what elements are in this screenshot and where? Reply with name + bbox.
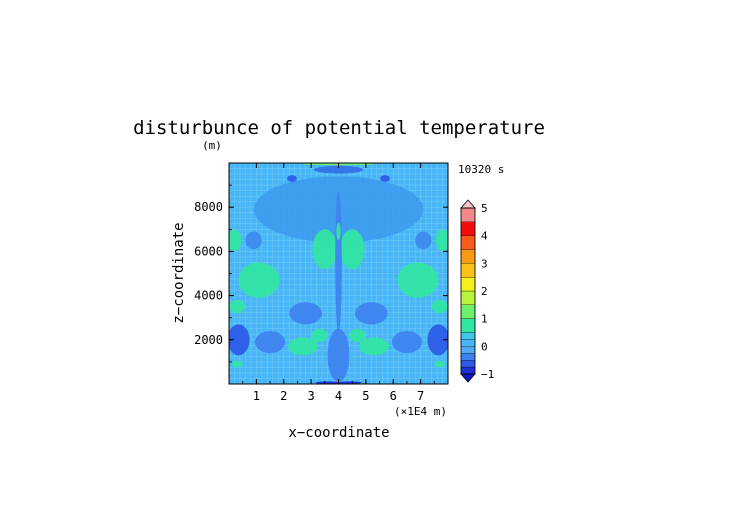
contour-region bbox=[427, 324, 448, 356]
colorbar-tick-label: 5 bbox=[481, 202, 488, 215]
contour-region bbox=[287, 337, 318, 356]
colorbar-under-triangle bbox=[460, 373, 476, 383]
contour-region bbox=[337, 381, 362, 384]
colorbar-level bbox=[460, 353, 476, 361]
colorbar-level bbox=[460, 221, 476, 236]
y-axis-label: z−coordinate bbox=[171, 222, 187, 323]
colorbar-level bbox=[460, 263, 476, 278]
contour-region bbox=[431, 300, 448, 314]
colorbar-tick-label: 2 bbox=[481, 285, 488, 298]
colorbar-tick-label: 0 bbox=[481, 340, 488, 353]
colorbar-level bbox=[460, 360, 476, 368]
plot-area bbox=[228, 162, 449, 385]
y-tick-label: 8000 bbox=[194, 200, 223, 214]
colorbar-level bbox=[460, 249, 476, 264]
chart-title: disturbunce of potential temperature bbox=[133, 117, 545, 139]
contour-region bbox=[231, 360, 243, 368]
x-axis-ticks: 1 2 3 4 5 6 7 bbox=[228, 163, 449, 403]
contour-region bbox=[391, 330, 422, 354]
y-tick-label: 4000 bbox=[194, 289, 223, 303]
x-tick-label: 1 bbox=[253, 389, 260, 403]
x-tick-label: 7 bbox=[417, 389, 424, 403]
contour-region bbox=[380, 175, 390, 182]
colorbar-level bbox=[460, 346, 476, 354]
colorbar-frame bbox=[460, 207, 476, 375]
contour-region bbox=[415, 231, 432, 250]
contour-regions bbox=[229, 163, 448, 384]
contour-region bbox=[313, 165, 364, 174]
contour-region bbox=[397, 262, 439, 298]
contour-region bbox=[354, 302, 388, 325]
colorbar-tick-label: 4 bbox=[481, 230, 488, 243]
y-tick-label: 2000 bbox=[194, 333, 223, 347]
x-tick-label: 6 bbox=[390, 389, 397, 403]
y-axis-ticks: 2000 4000 6000 8000 bbox=[194, 162, 448, 385]
colorbar-level bbox=[460, 277, 476, 292]
colorbar-level bbox=[460, 366, 476, 375]
x-tick-label: 2 bbox=[280, 389, 287, 403]
colorbar-level bbox=[460, 304, 476, 319]
contour-region bbox=[335, 191, 342, 334]
contour-region bbox=[245, 231, 262, 250]
colorbar-tick-label: 1 bbox=[481, 313, 488, 326]
colorbar-level bbox=[460, 290, 476, 305]
x-tick-label: 3 bbox=[308, 389, 315, 403]
time-label: 10320 s bbox=[458, 163, 504, 176]
contour-region bbox=[238, 262, 280, 298]
y-unit-label: (m) bbox=[202, 139, 222, 152]
colorbar-tick-label: 3 bbox=[481, 257, 488, 270]
colorbar-level bbox=[460, 332, 476, 340]
colorbar-level bbox=[460, 207, 476, 222]
contour-region bbox=[339, 229, 365, 270]
contour-region bbox=[327, 328, 350, 382]
x-axis-unit: (×1E4 m) bbox=[394, 405, 447, 418]
colorbar-level bbox=[460, 235, 476, 250]
colorbar: −1 0 1 2 3 4 5 bbox=[460, 199, 494, 383]
contour-region bbox=[229, 300, 246, 314]
contour-region bbox=[315, 381, 340, 384]
x-tick-label: 5 bbox=[362, 389, 369, 403]
contour-region bbox=[434, 360, 446, 368]
y-tick-label: 6000 bbox=[194, 244, 223, 258]
contour-region bbox=[287, 175, 297, 182]
contour-region bbox=[312, 229, 338, 270]
contour-region bbox=[349, 328, 366, 343]
contour-region bbox=[289, 302, 323, 325]
colorbar-level bbox=[460, 339, 476, 347]
colorbar-tick-label: −1 bbox=[481, 368, 494, 381]
contour-region bbox=[229, 324, 250, 356]
contour-region bbox=[435, 229, 448, 252]
contour-region bbox=[359, 337, 390, 356]
colorbar-over-triangle bbox=[460, 199, 476, 209]
contour-region bbox=[255, 330, 286, 354]
contour-region bbox=[336, 222, 341, 241]
x-tick-label: 4 bbox=[335, 389, 342, 403]
contour-region bbox=[311, 328, 328, 343]
colorbar-level bbox=[460, 318, 476, 333]
x-axis-label: x−coordinate bbox=[288, 425, 389, 441]
contour-region bbox=[229, 229, 242, 252]
